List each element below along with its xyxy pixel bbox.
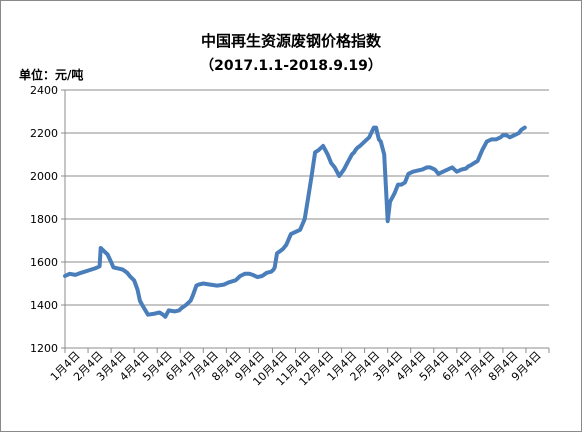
chart-title: 中国再生资源废钢价格指数 [201, 32, 382, 50]
series-line [63, 125, 527, 319]
chart-subtitle: （2017.1.1-2018.9.19） [200, 58, 382, 74]
y-tick-labels: 1200 1400 1600 1800 2000 2200 2400 [30, 84, 58, 355]
unit-label: 单位：元/吨 [19, 67, 83, 82]
y-tick-label: 1600 [30, 256, 58, 269]
series-layer [63, 125, 527, 319]
axes [61, 89, 550, 353]
gridlines [65, 89, 549, 306]
y-tick-label: 1200 [30, 342, 58, 355]
y-tick-label: 1400 [30, 299, 58, 312]
y-tick-label: 1800 [30, 213, 58, 226]
y-tick-label: 2400 [30, 84, 58, 97]
y-tick-label: 2200 [30, 127, 58, 140]
y-tick-label: 2000 [30, 170, 58, 183]
x-tick-labels: 1月4日2月4日3月4日4月4日5月4日6月4日7月4日8月4日9月4日10月4… [48, 349, 544, 389]
